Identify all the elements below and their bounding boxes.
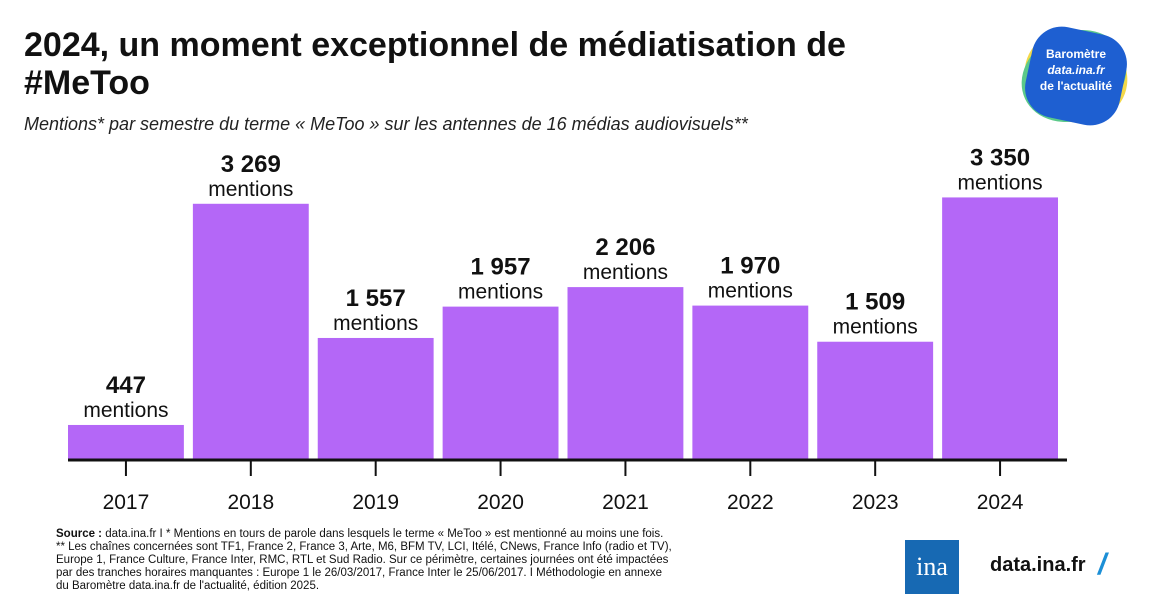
barometre-badge-icon [1021,26,1128,126]
unit-label-2018: mentions [208,178,293,201]
bar-2017 [68,424,184,460]
x-tick-label-2020: 2020 [477,491,524,514]
unit-label-2023: mentions [833,316,918,339]
chart-subtitle: Mentions* par semestre du terme « MeToo … [24,114,748,134]
barometre-badge-text: Baromètre data.ina.fr de l'actualité [1026,46,1126,94]
bar-2018 [192,203,309,461]
badge-line-1: Baromètre [1045,47,1107,61]
unit-label-2020: mentions [458,281,543,304]
site-name[interactable]: data.ina.fr [990,554,1086,576]
x-tick-label-2018: 2018 [227,491,274,514]
value-label-2023: 1 509 [845,289,905,316]
unit-label-2017: mentions [83,399,168,422]
value-label-2019: 1 557 [346,285,406,312]
bar-2021 [567,287,684,460]
x-tick-label-2019: 2019 [352,491,399,514]
bar-2020 [442,306,559,460]
x-tick-label-2024: 2024 [977,491,1024,514]
footer-notes: Source : data.ina.fr I * Mentions en tou… [56,528,796,593]
bar-2019 [317,337,434,460]
slash-mark-icon: / [1098,548,1107,581]
value-label-2017: 447 [106,372,146,399]
source-text: data.ina.fr I * Mentions en tours de par… [102,528,664,540]
bar-2024 [942,197,1058,460]
footer-line-3: Europe 1, France Culture, France Inter, … [56,554,669,566]
value-label-2018: 3 269 [221,151,281,178]
source-label: Source : [56,528,103,540]
unit-label-2024: mentions [957,171,1042,194]
bar-2022 [692,305,809,460]
unit-label-2021: mentions [583,261,668,284]
footer-line-1: Source : data.ina.fr I * Mentions en tou… [56,528,796,541]
badge-line-2: data.ina.fr [1047,63,1105,77]
x-tick-label-2017: 2017 [103,491,150,514]
x-tick-label-2023: 2023 [852,491,899,514]
ina-logo: ina [905,540,959,594]
value-label-2024: 3 350 [970,144,1030,171]
x-tick-label-2021: 2021 [602,491,649,514]
unit-label-2022: mentions [708,280,793,303]
value-label-2022: 1 970 [720,253,780,280]
value-label-2021: 2 206 [595,234,655,261]
footer-line-2: ** Les chaînes concernées sont TF1, Fran… [56,541,672,553]
footer-line-4: par des tranches horaires manquantes : E… [56,567,663,579]
x-tick-label-2022: 2022 [727,491,774,514]
value-label-2020: 1 957 [471,254,531,281]
badge-line-3: de l'actualité [1039,79,1113,93]
unit-label-2019: mentions [333,312,418,335]
footer-line-5: du Baromètre data.ina.fr de l'actualité,… [56,580,320,592]
bar-2023 [817,341,934,460]
chart-title: 2024, un moment exceptionnel de médiatis… [24,26,846,102]
